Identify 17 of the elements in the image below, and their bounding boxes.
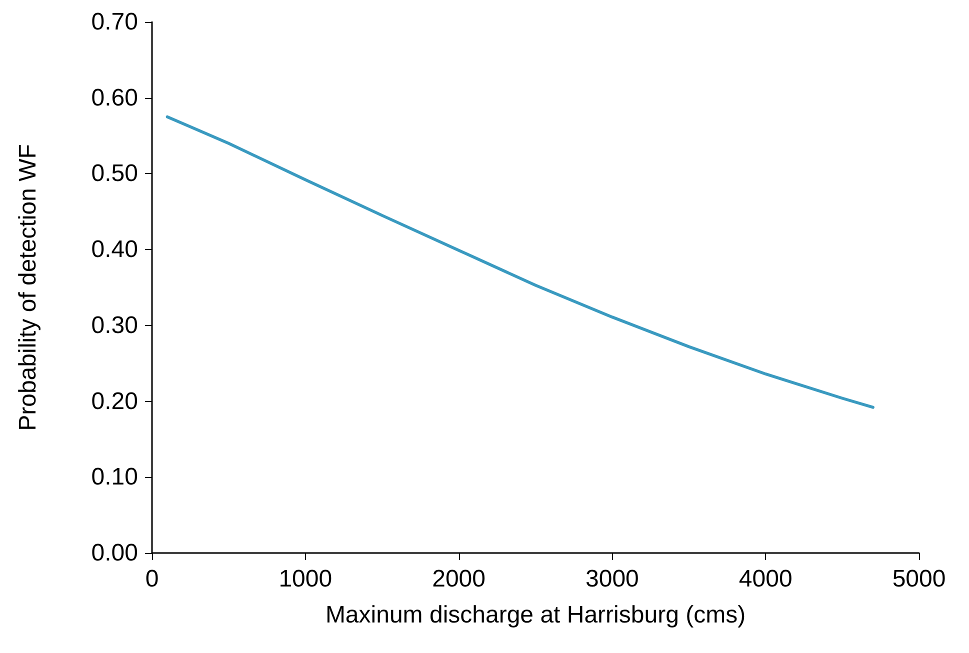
y-tick-label: 0.60 <box>91 84 138 112</box>
y-tick-label: 0.00 <box>91 540 138 566</box>
x-tick-label: 2000 <box>432 566 486 592</box>
x-tick-label: 4000 <box>738 566 792 592</box>
y-tick-label: 0.10 <box>91 464 138 491</box>
y-tick-label: 0.20 <box>91 388 138 415</box>
y-tick-label: 0.30 <box>91 312 138 339</box>
x-tick-label: 3000 <box>586 566 639 592</box>
y-tick-label: 0.70 <box>91 8 138 36</box>
y-tick-label: 0.40 <box>91 236 138 264</box>
y-axis-title: Probability of detection WF <box>14 144 42 431</box>
x-tick-label: 0 <box>145 566 159 592</box>
y-tick-label: 0.50 <box>91 160 138 188</box>
x-tick-label: 1000 <box>278 566 332 592</box>
x-tick-label: 5000 <box>892 566 946 592</box>
line-series <box>166 115 874 409</box>
x-axis-title: Maxinum discharge at Harrisburg (cms) <box>325 602 746 628</box>
